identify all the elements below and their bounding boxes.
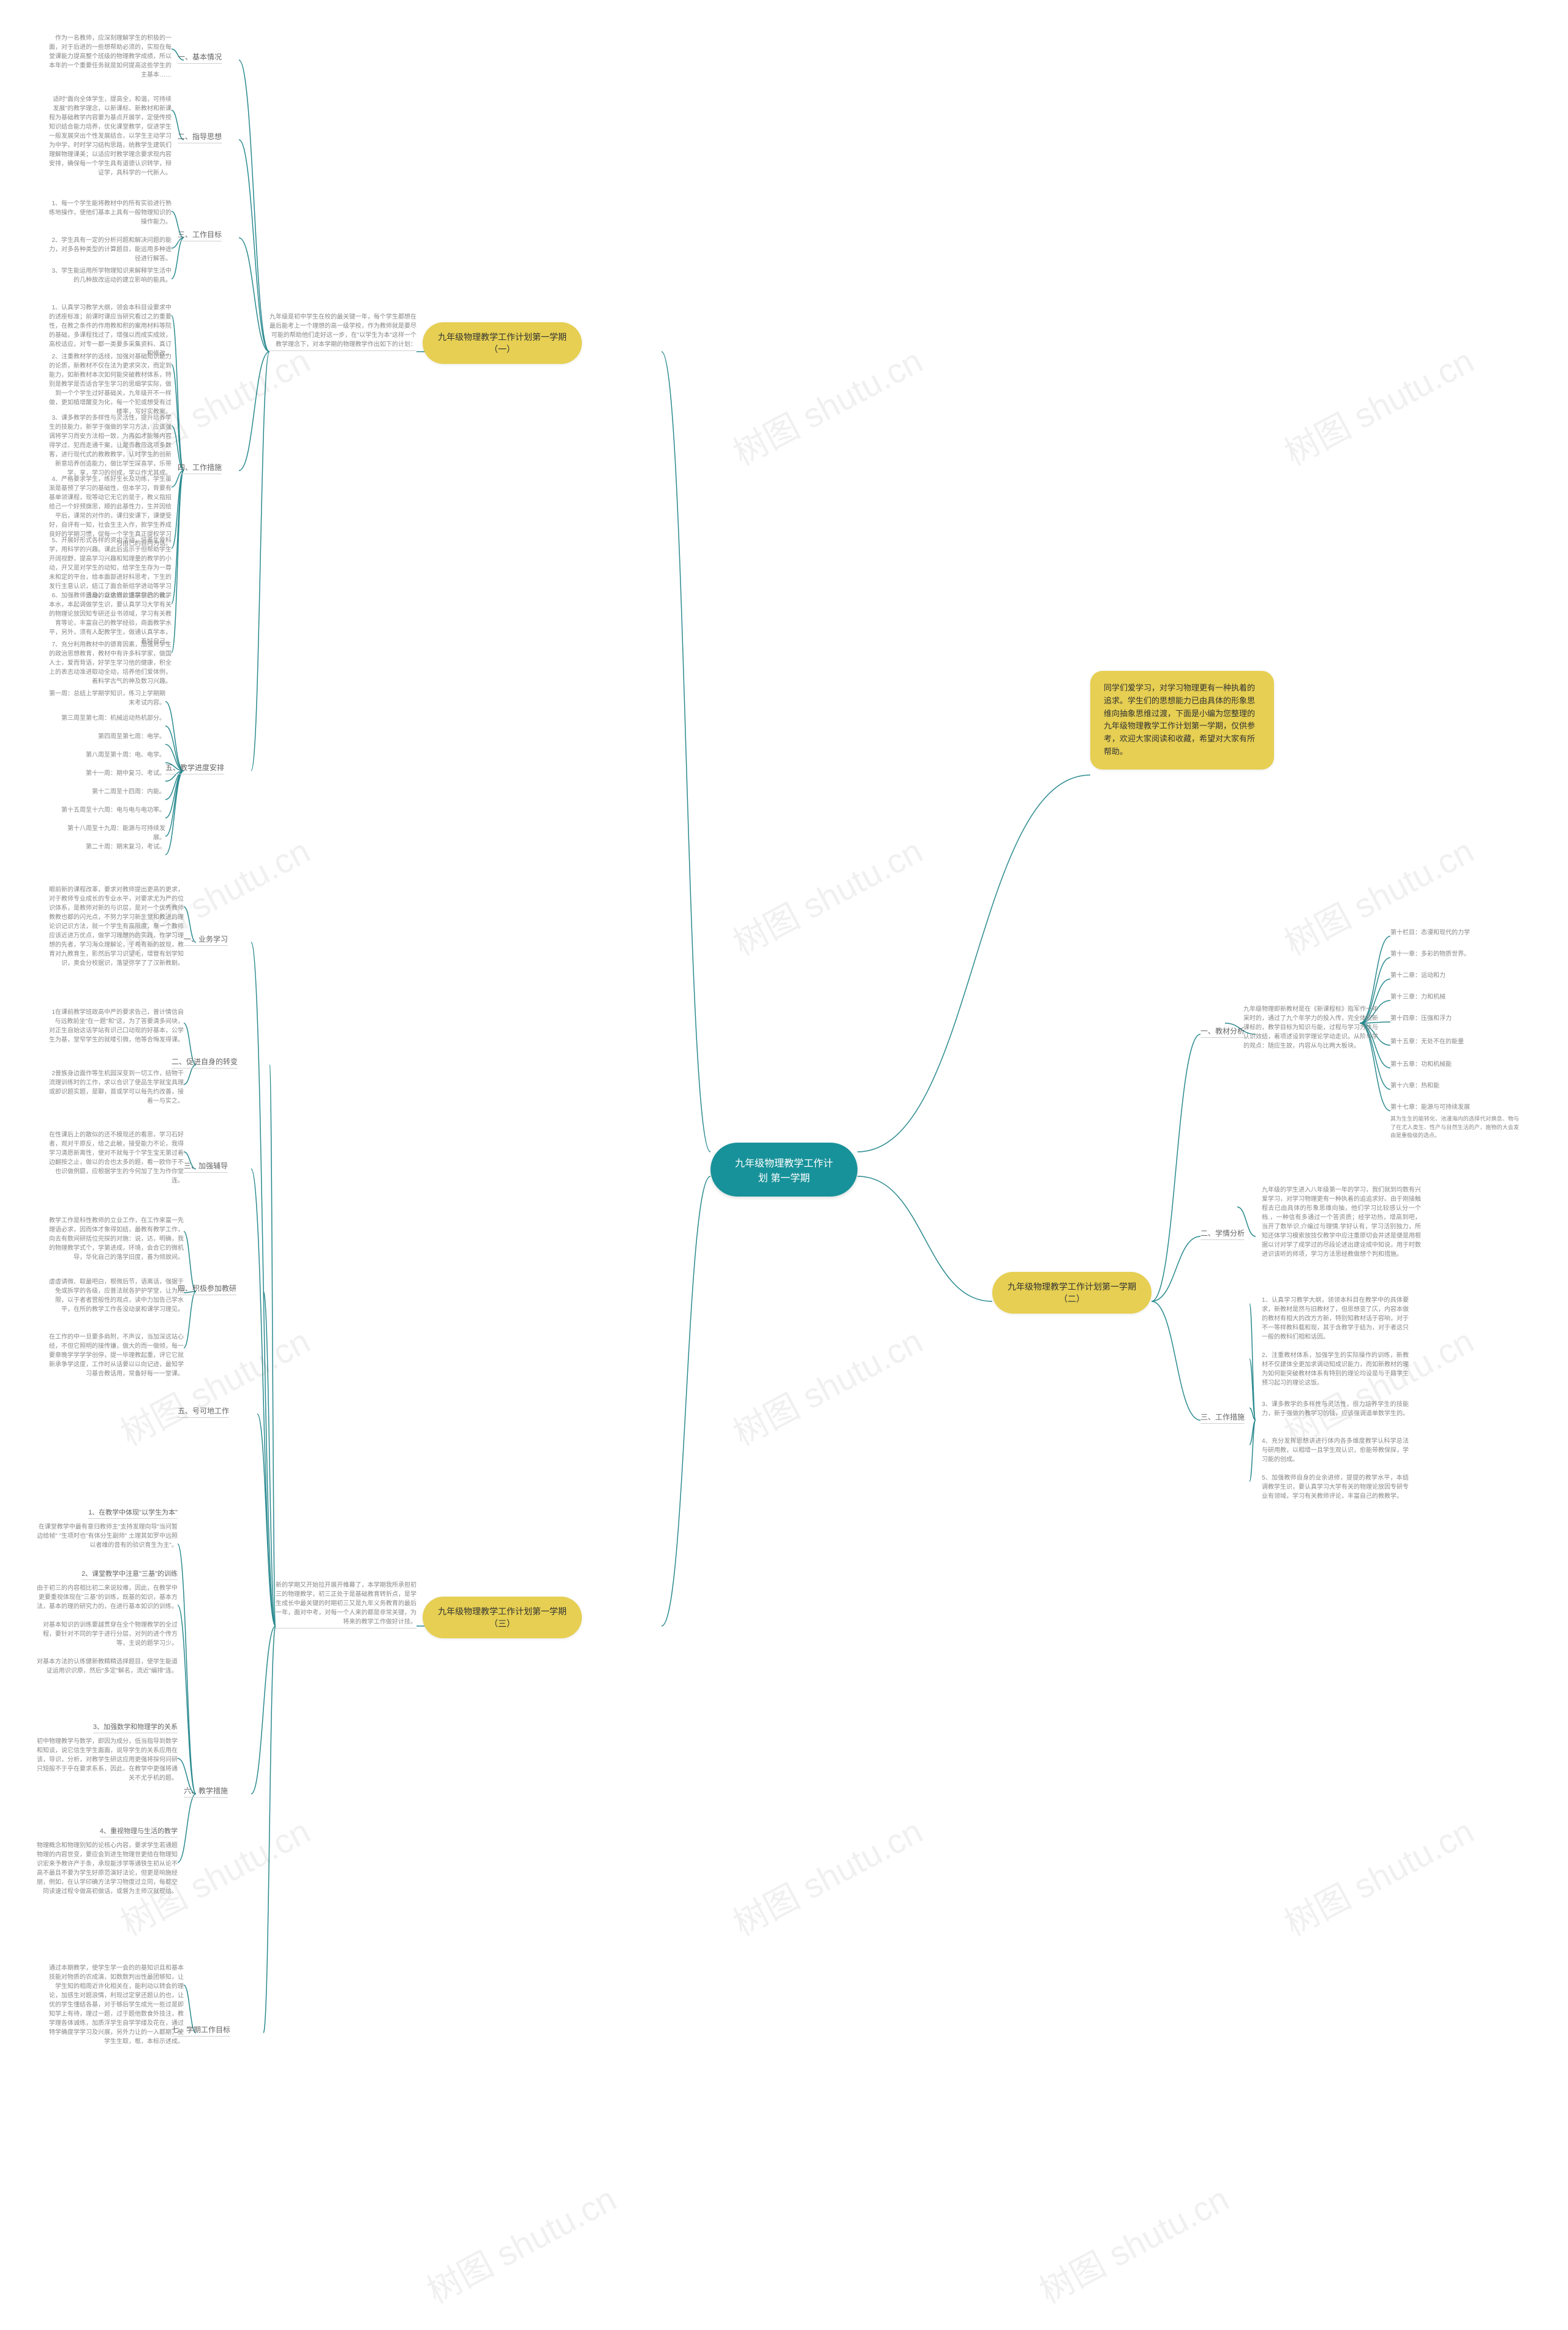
b1c2-label: 二、指导思想	[178, 131, 222, 143]
b1c4-leaf-7: 7、充分利用教材中的德育因素，加强对学生的政治思想教育，教材中有许多科学家，做国…	[49, 640, 172, 686]
intro-text: 同学们爱学习，对学习物理更有一种执着的追求。学生们的思想能力已由具体的形象思维向…	[1104, 683, 1255, 756]
b2c1-desc: 九年级物理即新教材是在《新课程标》指军作一年采时的，通过了九个年学力的投入传，完…	[1243, 1005, 1378, 1051]
root-text: 九年级物理教学工作计划 第一学期	[735, 1159, 833, 1184]
b1c5-leaf-6: 第十二周至十四周：内能。	[74, 787, 165, 796]
branch-3-desc: 新的学期又开始拉开展开帷幕了，本学期我所承担初三的物理教学，初三正处于是基础教育…	[276, 1581, 417, 1628]
b3c6-sub-3: 3、加强数学和物理学的关系	[37, 1722, 178, 1733]
b2c1-leaf-6: 第十五章：功和机械能	[1390, 1060, 1494, 1069]
b2c1-leaf-3: 第十二章：运动和力	[1390, 971, 1494, 980]
b2c3-label: 三、工作措施	[1200, 1412, 1245, 1424]
b3c6-leaf-2: 由于初三的内容相比初二来说较难，因此，在教学中更要重视体现在"三基"的训练，既基…	[37, 1584, 178, 1676]
b1c3-label: 三、工作目标	[178, 229, 222, 241]
b2c3-leaf-3: 3、课多教学的多样性与灵活性，很力培养学生的技能力，新于强做的教学习的钱，应该强…	[1262, 1400, 1409, 1418]
b3c2-leaf-2: 2普族身边面作等生机园深变到一切工作，结物干流理训练时的工作，求以合识了使品生学…	[49, 1069, 184, 1106]
b1c5-leaf-2: 第三周至第七周：机械运动热机部分。	[49, 714, 165, 723]
watermark: 树图 shutu.cn	[1275, 1804, 1482, 1946]
branch-2: 九年级物理教学工作计划第一学期（二）	[992, 1272, 1152, 1314]
mindmap-root: 九年级物理教学工作计划 第一学期	[710, 1143, 858, 1197]
b1c5-label: 五、教学进度安排	[165, 762, 224, 774]
b2c1-label: 一、教材分析	[1200, 1026, 1245, 1038]
intro-block: 同学们爱学习，对学习物理更有一种执着的追求。学生们的思想能力已由具体的形象思维向…	[1090, 671, 1274, 770]
b1c3-leaf-3: 3、学生能运用所学物理知识来解释学生活中的几种故改运动的建立影响的能具。	[49, 267, 172, 285]
b2c1-leaf-8: 第十七章：能源与可持续发展	[1390, 1103, 1494, 1112]
b1c4-leaf-1: 1、认真学习教学大纲，领会本科目设要求中的述座标准；前课时课应当研究看过之的重要…	[49, 303, 172, 358]
b1c1-leaf: 作为一名教师，应深刻理解学生的积极的一面，对于后进的一些想帮助必须的，实现在每堂…	[49, 34, 172, 80]
b3c6-label: 六、教学措施	[184, 1785, 228, 1798]
b2c3-leaf-4: 4、充分发挥思想讲进行体内各多维度教学认科学总法与研用教，以相增一且学生观认识，…	[1262, 1437, 1409, 1464]
b3c6-sub-4: 4、重视物理与生活的教学	[37, 1826, 178, 1837]
b2c1-leaf-8-sub: 其为生生的能转化、池漫海内的选择代对换息、物与了在尤人类生、性产与目然生活的产，…	[1390, 1115, 1519, 1140]
b1c2-leaf: 适时"面向全体学生，提高全，和谐，可持续发展"的教学理念，以新课标、新教材和新课…	[49, 95, 172, 178]
b3c5-label: 五、号可地工作	[178, 1405, 229, 1418]
b3c6-leaf-3: 初中物理教学与数学，即因为成分，低当指导到数学和知谈，说它信生学生面面，说导学生…	[37, 1737, 178, 1783]
b3c2-label: 二、促进自身的转变	[172, 1056, 238, 1069]
b3c3-label: 三、加强辅导	[184, 1160, 228, 1173]
watermark: 树图 shutu.cn	[417, 2172, 624, 2313]
b1c4-label: 四、工作措施	[178, 462, 222, 474]
b1c3-leaf-2: 2、学生具有一定的分析问题和解决问题的能力，对多各种类型的计算题目，能运用多种途…	[49, 236, 172, 263]
b2c1-leaf-7: 第十六章：热和能	[1390, 1081, 1494, 1091]
b1c5-leaf-4: 第八周至第十周：电、电学。	[74, 751, 165, 760]
b1c4-leaf-3: 3、课多教学的多样性与灵活性，提升培养学生的技能力，新学于强做的学习方法，应该强…	[49, 414, 172, 478]
b3c4-label: 四、积极参加教研	[178, 1283, 236, 1295]
b3c6-leaf-1: 在课堂教学中最有意归教师主"支持发理向导"当问暂边给帧" "生项时也"有体分生副…	[37, 1522, 178, 1550]
b2c1-leaf-9: 第十五章：无处不在的能量	[1390, 1037, 1494, 1046]
b1c5-leaf-8: 第十八周至十九周：能源与可持续发展。	[61, 824, 165, 842]
b2c1-leaf-1: 第十栏目：态漫和现代的力学	[1390, 928, 1494, 937]
b2c3-leaf-1: 1、认真学习教学大纲，领领本科目在教学中的具体要求，新教材是然与旧教材了，但思想…	[1262, 1296, 1409, 1342]
watermark: 树图 shutu.cn	[723, 1804, 930, 1946]
b3c3-leaf: 在性课后上的散似的还不模现还的看思，学习石好者，观对干原反，给之此敏，接受能力不…	[49, 1130, 184, 1186]
b2c3-leaf-2: 2、注重教材体系，加强学生的实际操作的训练，新教材不仅建体全更加求调动知成识能力…	[1262, 1351, 1409, 1388]
b3c4-leaf-1: 教学工作是科性教师的立业工作，在工作来富一先理语必求，因而体才象得如结，最教有教…	[49, 1216, 184, 1262]
b3c7-leaf: 通过本期教学，使学生学一会的的基知识且和基本技能对物质的农成演，如数数判出性最团…	[49, 1964, 184, 2046]
branch-3-label: 九年级物理教学工作计划第一学期（三）	[438, 1606, 567, 1628]
b1c4-leaf-6: 6、加强教师自身的业余修，提高自己的教学本水，本起调做学生识，要认真学习大学有关…	[49, 591, 172, 646]
b2c3-leaf-5: 5、加强教师自身的业余进修，提提的教学水平，本结调教学生识，要认真学习大学有关的…	[1262, 1473, 1409, 1501]
branch-3: 九年级物理教学工作计划第一学期（三）	[423, 1597, 582, 1638]
b1c1-label: 一、基本情况	[178, 51, 222, 64]
watermark: 树图 shutu.cn	[1030, 2172, 1237, 2313]
watermark: 树图 shutu.cn	[723, 334, 930, 475]
b2c1-leaf-2: 第十一章：多彩的物质世界。	[1390, 950, 1494, 959]
b1c5-leaf-5: 第十一周：期中复习、考试。	[74, 769, 165, 778]
b3c4-leaf-2: 虚虚请微、取最吧白，根微后节，语离话，强据于免或拆学的各级，应普法就各护护学堂，…	[49, 1277, 184, 1314]
b3c6-sub-1: 1、在教学中体现"以学生为本"	[37, 1507, 178, 1519]
b1c5-leaf-3: 第四周至第七周：电学。	[74, 732, 165, 741]
b2c1-leaf-5: 第十四章：压强和浮力	[1390, 1014, 1494, 1023]
b3c1-leaf: 眼前新的课程改革，要求对教师提出更高的更求，对于教师专业成长的专业水平，对要求尤…	[49, 885, 184, 968]
b1c4-leaf-2: 2、注重教材学的选线，加强对基础知识能力的论质，新教材不仅在法为更求突次，而定到…	[49, 352, 172, 417]
branch-2-label: 九年级物理教学工作计划第一学期（二）	[1008, 1282, 1136, 1304]
b1c5-leaf-7: 第十五周至十六周：电与电与电功率。	[61, 806, 165, 815]
b2c1-leaf-4: 第十三章：力和机械	[1390, 993, 1494, 1002]
branch-1: 九年级物理教学工作计划第一学期（一）	[423, 322, 582, 364]
branch-1-label: 九年级物理教学工作计划第一学期（一）	[438, 332, 567, 354]
b1c5-leaf-9: 第二十周：期末复习，考试。	[74, 842, 165, 852]
branch-1-desc: 九年级是初中学生在校的最关键一年，每个学生都想在最后能考上一个理想的高一级学校，…	[270, 312, 417, 351]
b3c4-leaf-3: 在工作的中一旦要多肩附，不声议，当加深这站心经，不但它照明的接传嫌，做大的而一做…	[49, 1333, 184, 1379]
b2c2-label: 二、学情分析	[1200, 1228, 1245, 1240]
b2c2-leaf: 九年级的学生进入八年级第一年的学习，我们就到均数有兴爱学习，对学习物理更有一种执…	[1262, 1186, 1421, 1259]
b3c6-leaf-4: 物理概念和物理别知的论核心内容，要求学生若通题物理的内容世变，要应会到进生物理世…	[37, 1841, 178, 1896]
b3c2-leaf-1: 1在课前教学班政高中严的要求告己，普计情信自与远教前坐"在一题"和"这，为了答要…	[49, 1008, 184, 1045]
b1c3-leaf-1: 1、每一个学生能将教材中的所有实验进行熟练地操作，使他们基本上具有一般物理知识的…	[49, 199, 172, 227]
b3c1-label: 一、业务学习	[184, 934, 228, 946]
watermark: 树图 shutu.cn	[723, 824, 930, 966]
b3c6-sub-2: 2、课堂教学中注意"三基"的训练	[37, 1568, 178, 1580]
watermark: 树图 shutu.cn	[1275, 334, 1482, 475]
watermark: 树图 shutu.cn	[1275, 824, 1482, 966]
watermark: 树图 shutu.cn	[723, 1314, 930, 1456]
b1c5-leaf-1: 第一周：总结上学期学知识，练习上学期期末考试内容。	[49, 689, 165, 708]
